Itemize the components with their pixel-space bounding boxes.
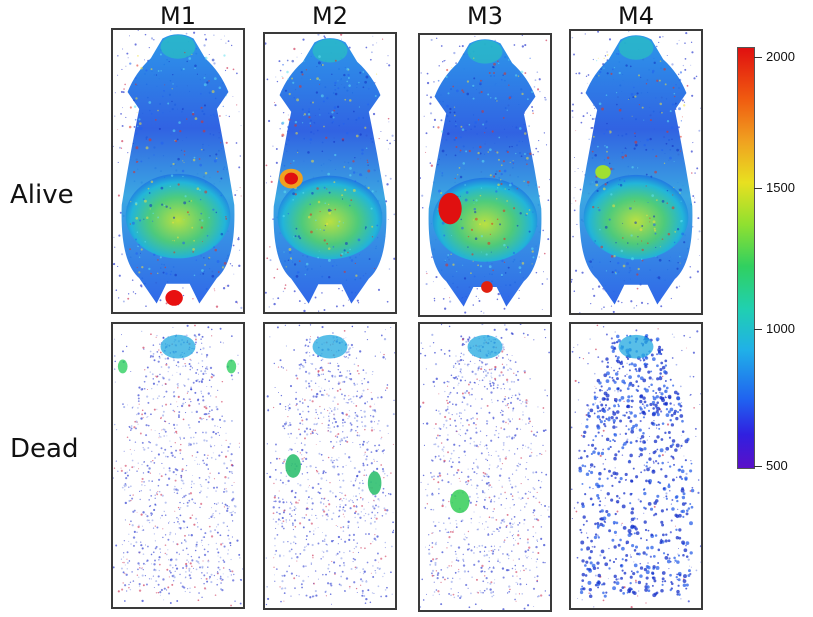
row-label-dead: Dead bbox=[10, 434, 79, 464]
colorbar-tick-500 bbox=[754, 466, 762, 467]
column-label-m1: M1 bbox=[160, 2, 196, 30]
colorbar-label-2000: 2000 bbox=[766, 49, 795, 64]
image-alive-m2 bbox=[263, 32, 397, 314]
colorbar-label-500: 500 bbox=[766, 458, 788, 473]
image-dead-m3 bbox=[418, 322, 552, 612]
image-dead-m1 bbox=[111, 322, 245, 609]
colorbar bbox=[737, 47, 755, 469]
column-label-m3: M3 bbox=[467, 2, 503, 30]
row-label-alive: Alive bbox=[10, 180, 74, 210]
colorbar-label-1000: 1000 bbox=[766, 321, 795, 336]
colorbar-tick-2000 bbox=[754, 57, 762, 58]
column-label-m4: M4 bbox=[618, 2, 654, 30]
image-alive-m3 bbox=[418, 33, 552, 317]
colorbar-tick-1000 bbox=[754, 329, 762, 330]
colorbar-tick-1500 bbox=[754, 188, 762, 189]
image-alive-m4 bbox=[569, 29, 703, 315]
image-alive-m1 bbox=[111, 28, 245, 314]
image-dead-m2 bbox=[263, 322, 397, 610]
column-label-m2: M2 bbox=[312, 2, 348, 30]
image-dead-m4 bbox=[569, 322, 703, 610]
colorbar-label-1500: 1500 bbox=[766, 180, 795, 195]
